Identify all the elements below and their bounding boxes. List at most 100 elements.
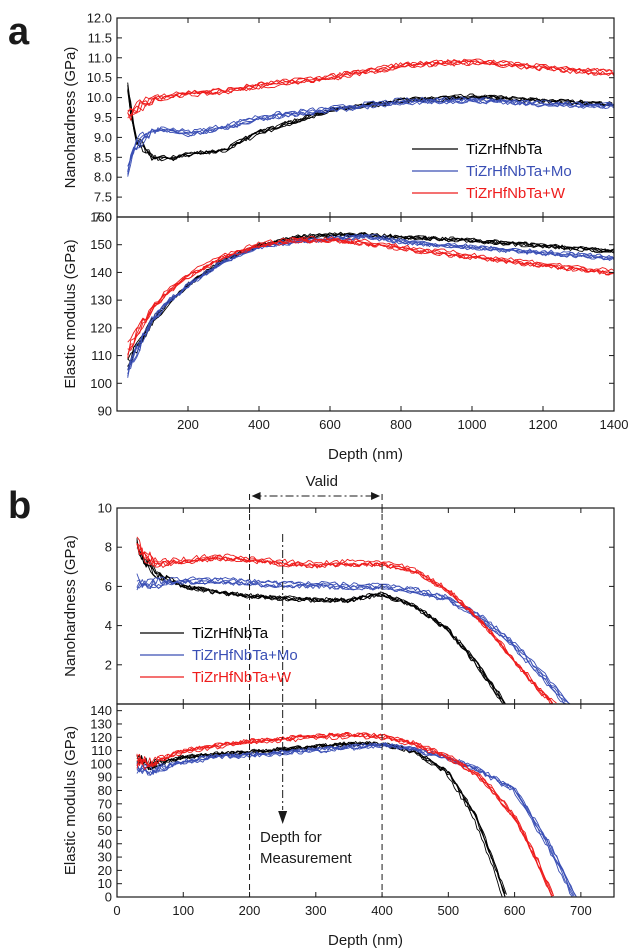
y-tick-label: 20 <box>98 863 112 878</box>
y-tick-label: 130 <box>90 716 112 731</box>
series-line-tizrhfnbta-w-5 <box>127 235 614 343</box>
series-line-tizrhfnbta-5 <box>127 82 614 161</box>
series-tizrhfnbta-mo <box>127 233 614 378</box>
x-tick-label: 600 <box>319 417 341 432</box>
y-tick-label: 70 <box>98 796 112 811</box>
x-tick-label: 1400 <box>600 417 629 432</box>
x-axis-title: Depth (nm) <box>328 446 403 463</box>
legend-label-tizrhfnbta-mo: TiZrHfNbTa+Mo <box>466 163 572 180</box>
y-tick-label: 140 <box>90 265 112 280</box>
series-line-tizrhfnbta-mo-2 <box>136 743 574 897</box>
y-tick-label: 12.0 <box>87 11 112 26</box>
x-tick-label: 800 <box>390 417 412 432</box>
y-tick-label: 6 <box>105 579 112 594</box>
y-tick-label: 10 <box>98 501 112 516</box>
legend-label-tizrhfnbta: TiZrHfNbTa <box>192 625 269 642</box>
y-tick-label: 150 <box>90 237 112 252</box>
x-tick-label: 300 <box>305 903 327 918</box>
series-line-tizrhfnbta-w-5 <box>136 536 554 704</box>
y-axis-title: Elastic modulus (GPa) <box>62 726 79 875</box>
x-tick-label: 100 <box>172 903 194 918</box>
valid-arrowhead-left <box>251 492 261 500</box>
y-tick-label: 110 <box>91 348 112 363</box>
curves <box>127 58 614 177</box>
x-tick-label: 0 <box>113 903 120 918</box>
y-tick-label: 10 <box>98 876 112 891</box>
legend-label-tizrhfnbta: TiZrHfNbTa <box>466 141 543 158</box>
x-tick-label: 1000 <box>458 417 487 432</box>
plot-frame <box>116 216 615 412</box>
series-line-tizrhfnbta-mo-5 <box>136 577 570 704</box>
series-line-tizrhfnbta-mo-5 <box>127 99 613 175</box>
series-line-tizrhfnbta-4 <box>136 741 503 897</box>
y-tick-label: 11.5 <box>88 30 112 45</box>
x-tick-label: 500 <box>437 903 459 918</box>
x-tick-label: 200 <box>177 417 199 432</box>
subplot-nanohardness: 2 4 6 8 10 Nanohardness (GPa) <box>62 501 615 705</box>
series-tizrhfnbta-mo <box>136 742 577 897</box>
y-tick-label: 10.5 <box>87 70 112 85</box>
y-tick-label: 7.0 <box>94 210 112 225</box>
series-line-tizrhfnbta-mo-4 <box>127 233 614 377</box>
legend-label-tizrhfnbta-w: TiZrHfNbTa+W <box>192 669 292 686</box>
series-line-tizrhfnbta-mo-4 <box>136 744 577 897</box>
y-axis-title: Elastic modulus (GPa) <box>62 239 79 388</box>
y-axis-title: Nanohardness (GPa) <box>62 47 79 189</box>
y-tick-label: 90 <box>98 404 112 419</box>
y-tick-label: 9.5 <box>94 110 112 125</box>
y-tick-label: 7.5 <box>94 190 112 205</box>
series-line-tizrhfnbta-mo-3 <box>136 579 571 704</box>
legend: TiZrHfNbTa TiZrHfNbTa+Mo TiZrHfNbTa+W <box>412 141 572 202</box>
valid-label: Valid <box>306 473 338 490</box>
series-line-tizrhfnbta-mo-5 <box>127 234 614 378</box>
curves <box>136 536 571 704</box>
series-line-tizrhfnbta-w-5 <box>127 60 614 119</box>
y-tick-label: 50 <box>98 823 112 838</box>
series-line-tizrhfnbta-mo-1 <box>127 233 613 371</box>
series-line-tizrhfnbta-mo-5 <box>136 742 577 897</box>
y-tick-label: 120 <box>90 320 112 335</box>
series-tizrhfnbta <box>136 538 507 704</box>
y-tick-label: 10.0 <box>87 90 112 105</box>
y-tick-label: 2 <box>105 657 112 672</box>
series-line-tizrhfnbta-2 <box>136 741 507 895</box>
y-tick-label: 160 <box>90 210 112 225</box>
series-tizrhfnbta-w <box>136 731 555 897</box>
x-axis-title: Depth (nm) <box>328 932 403 949</box>
series-tizrhfnbta-w <box>127 58 614 121</box>
series-line-tizrhfnbta-mo-1 <box>136 742 575 897</box>
y-tick-label: 8 <box>105 540 112 555</box>
y-tick-label: 100 <box>90 756 112 771</box>
series-line-tizrhfnbta-3 <box>136 741 506 894</box>
series-line-tizrhfnbta-1 <box>136 741 506 897</box>
series-line-tizrhfnbta-mo-2 <box>127 99 614 172</box>
y-tick-label: 120 <box>90 730 112 745</box>
y-tick-label: 8.0 <box>94 170 112 185</box>
series-tizrhfnbta-mo <box>127 96 614 177</box>
series-line-tizrhfnbta-w-3 <box>136 732 552 895</box>
subplot-nanohardness: 7.0 7.5 8.0 8.5 9.0 9.5 10.0 10.5 11.0 11.5 12.0 Na… <box>62 11 615 225</box>
y-tick-label: 100 <box>90 376 112 391</box>
series-line-tizrhfnbta-w-5 <box>136 732 554 895</box>
series-line-tizrhfnbta-5 <box>136 741 506 897</box>
curves <box>127 231 614 378</box>
measurement-arrowhead <box>278 811 288 824</box>
series-line-tizrhfnbta-w-2 <box>136 542 555 704</box>
y-tick-label: 110 <box>91 743 112 758</box>
y-tick-label: 80 <box>98 783 112 798</box>
x-tick-label: 400 <box>371 903 393 918</box>
y-tick-label: 4 <box>105 618 112 633</box>
series-line-tizrhfnbta-w-2 <box>127 237 614 356</box>
legend-label-tizrhfnbta-mo: TiZrHfNbTa+Mo <box>192 647 298 664</box>
subplot-elastic-modulus: 90 100 110 120 130 140 150 160 Elastic modulus (… <box>62 210 615 419</box>
series-tizrhfnbta-w <box>127 235 614 359</box>
x-tick-label: 200 <box>239 903 261 918</box>
y-axis-title: Nanohardness (GPa) <box>62 535 79 677</box>
series-line-tizrhfnbta-mo-3 <box>127 234 613 375</box>
series-line-tizrhfnbta-w-3 <box>136 543 556 704</box>
series-line-tizrhfnbta-w-2 <box>136 732 553 897</box>
y-tick-label: 8.5 <box>94 150 112 165</box>
